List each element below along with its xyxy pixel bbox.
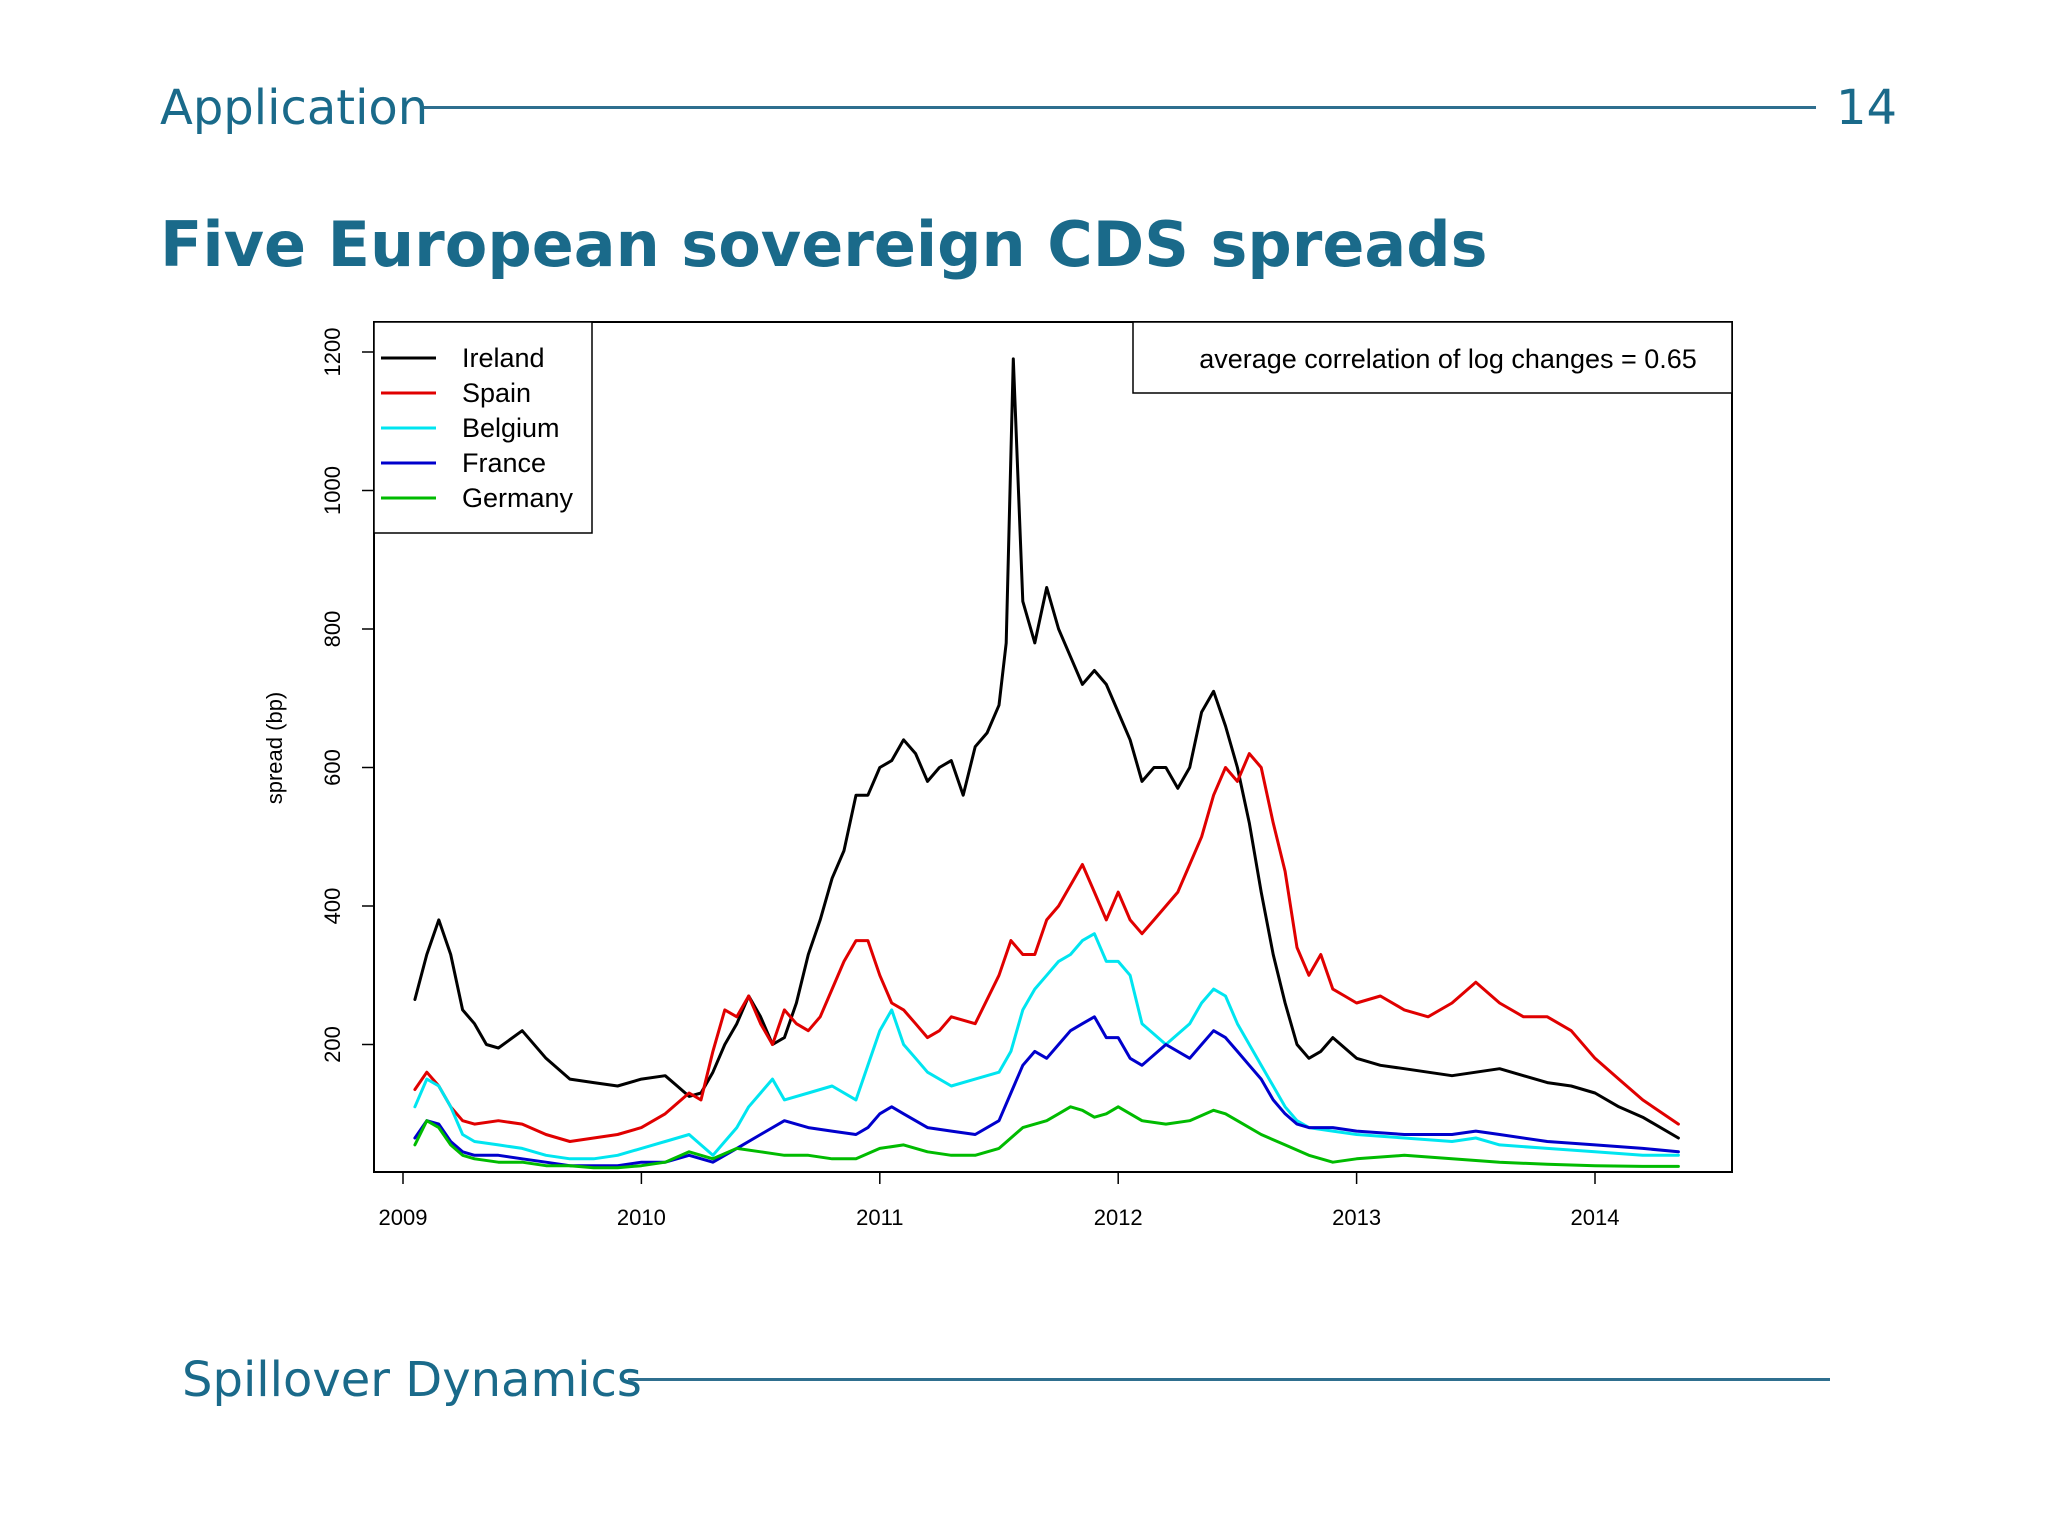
legend-label-germany: Germany — [462, 483, 574, 513]
legend: Ireland Spain Belgium France Germany — [373, 321, 593, 534]
x-tick-label: 2010 — [617, 1205, 666, 1230]
y-tick-label: 1200 — [320, 328, 345, 377]
y-tick-label: 1000 — [320, 466, 345, 515]
series-line-france — [413, 1015, 1680, 1168]
slide-title: Five European sovereign CDS spreads — [160, 208, 1488, 281]
y-tick-label: 800 — [320, 611, 345, 648]
y-axis-label: spread (bp) — [262, 692, 287, 805]
annotation-box — [1132, 321, 1733, 394]
annotation-text: average correlation of log changes = 0.6… — [1199, 344, 1697, 374]
correlation-annotation: average correlation of log changes = 0.6… — [1132, 321, 1733, 394]
footer-rule — [628, 1378, 1830, 1381]
legend-items: Ireland Spain Belgium France Germany — [381, 343, 574, 513]
legend-label-ireland: Ireland — [462, 343, 545, 373]
x-axis: 2009 2010 2011 2012 2013 2014 — [379, 1172, 1620, 1230]
x-tick-label: 2011 — [856, 1205, 903, 1230]
series-line-spain — [413, 752, 1680, 1143]
legend-label-spain: Spain — [462, 378, 531, 408]
series-line-belgium — [413, 932, 1680, 1161]
series-line-ireland — [413, 357, 1680, 1140]
plot-lines — [413, 357, 1680, 1170]
series-line-germany — [413, 1105, 1680, 1170]
legend-label-belgium: Belgium — [462, 413, 560, 443]
y-tick-label: 600 — [320, 749, 345, 786]
y-tick-label: 200 — [320, 1026, 345, 1063]
x-tick-label: 2013 — [1332, 1205, 1381, 1230]
header-rule — [424, 106, 1816, 109]
legend-label-france: France — [462, 448, 546, 478]
plot-frame — [373, 321, 1733, 1173]
x-tick-label: 2009 — [379, 1205, 428, 1230]
y-tick-label: 400 — [320, 888, 345, 925]
y-axis: 200 400 600 800 1000 1200 — [320, 328, 374, 1063]
footer-title: Spillover Dynamics — [182, 1352, 642, 1408]
x-tick-label: 2012 — [1094, 1205, 1143, 1230]
x-tick-label: 2014 — [1571, 1205, 1620, 1230]
section-title: Application — [160, 80, 429, 136]
